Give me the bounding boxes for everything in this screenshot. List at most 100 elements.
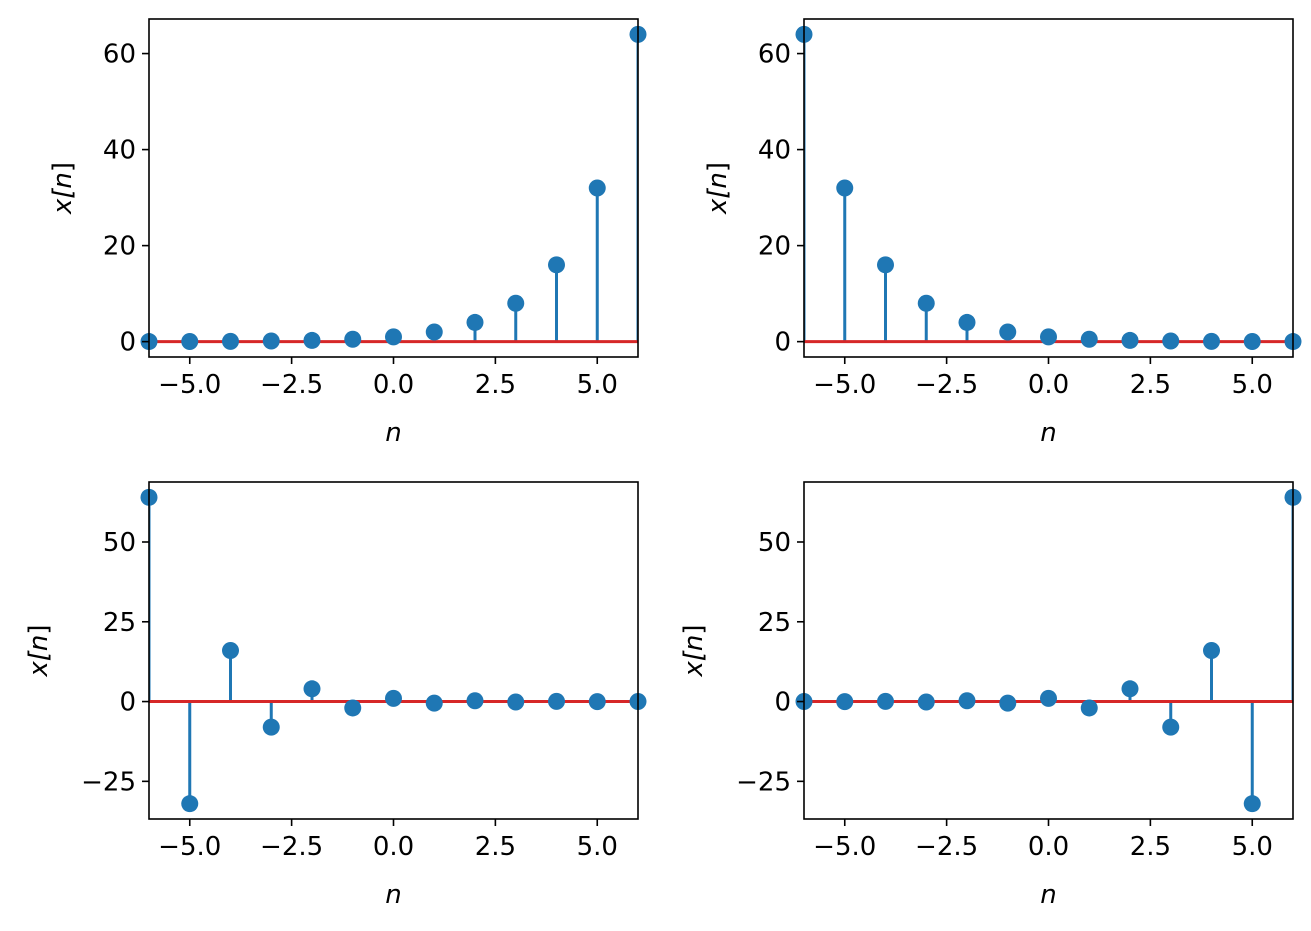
stem-marker	[466, 692, 484, 710]
stem-marker	[1040, 328, 1057, 346]
x-tick-label: −5.0	[813, 832, 876, 862]
stem-marker	[1162, 718, 1180, 736]
stem-marker	[1040, 689, 1057, 707]
y-tick-label: 0	[774, 328, 791, 358]
y-tick-label: 25	[758, 608, 791, 638]
y-tick-label: −25	[81, 767, 136, 797]
y-axis-label: x[n]	[48, 162, 78, 215]
x-tick-label: 0.0	[1028, 832, 1069, 862]
y-axis-label-pre: x[	[703, 188, 733, 215]
stem-marker	[262, 332, 280, 350]
x-axis-label: n	[1040, 418, 1056, 448]
stem-marker	[303, 680, 321, 698]
y-tick-label: 50	[103, 528, 136, 558]
x-tick-label: 5.0	[1232, 370, 1273, 400]
stem-marker	[385, 328, 402, 346]
y-tick-label: 60	[103, 40, 136, 70]
stem-marker	[1162, 332, 1180, 350]
y-tick-label: 40	[758, 136, 791, 166]
stem-marker	[344, 699, 362, 717]
y-axis-label-var: n	[48, 172, 78, 188]
stem-marker	[1080, 330, 1098, 348]
x-axis-label: n	[385, 880, 401, 910]
stem-marker	[917, 294, 935, 312]
y-axis-label-pre: x[	[48, 188, 78, 215]
stem-marker	[507, 294, 525, 312]
stem-marker	[303, 331, 321, 349]
stem-marker	[1121, 331, 1139, 349]
y-axis-label-pre: x[	[679, 650, 709, 677]
stem-marker	[425, 694, 443, 712]
x-tick-label: −2.5	[260, 370, 323, 400]
y-axis-label-post: ]	[679, 624, 709, 634]
x-tick-label: 0.0	[1028, 370, 1069, 400]
stem-marker	[1080, 699, 1098, 717]
stem-marker	[344, 330, 362, 348]
stem-marker	[548, 256, 565, 274]
stem-marker	[877, 256, 894, 274]
y-tick-label: 50	[758, 528, 791, 558]
y-tick-label: 0	[119, 688, 136, 718]
stem-marker	[1243, 795, 1261, 813]
stem-marker	[836, 179, 854, 197]
y-axis-label-var: n	[679, 635, 709, 651]
y-axis-label-var: n	[24, 635, 54, 651]
y-axis-label-var: n	[703, 172, 733, 188]
x-tick-label: 5.0	[1232, 832, 1273, 862]
stem-marker	[222, 642, 239, 659]
stem-marker	[917, 693, 935, 711]
stem-marker	[262, 718, 280, 736]
stem-marker	[958, 692, 976, 710]
stem-marker	[548, 692, 565, 710]
y-axis-label: x[n]	[703, 162, 733, 215]
y-tick-label: 20	[758, 232, 791, 262]
x-tick-label: −5.0	[813, 370, 876, 400]
x-axis-label: n	[385, 418, 401, 448]
y-tick-label: 20	[103, 232, 136, 262]
stem-marker	[999, 323, 1017, 341]
y-tick-label: 0	[119, 328, 136, 358]
x-tick-label: 0.0	[373, 370, 414, 400]
stem-marker	[507, 693, 525, 711]
stem-marker	[1203, 332, 1220, 350]
stem-marker	[588, 179, 606, 197]
stem-marker	[425, 323, 443, 341]
y-tick-label: −25	[736, 767, 791, 797]
y-tick-label: 25	[103, 608, 136, 638]
stem-marker	[877, 692, 894, 710]
x-tick-label: −2.5	[260, 832, 323, 862]
stem-marker	[1243, 332, 1261, 350]
x-tick-label: 2.5	[1130, 370, 1171, 400]
y-axis-label-post: ]	[24, 624, 54, 634]
stem-marker	[222, 332, 239, 350]
x-tick-label: 5.0	[577, 370, 618, 400]
y-axis-label-post: ]	[703, 162, 733, 172]
stem-marker	[385, 689, 402, 707]
x-axis-label: n	[1040, 880, 1056, 910]
stem-marker	[588, 693, 606, 711]
x-tick-label: −5.0	[158, 370, 221, 400]
y-axis-label: x[n]	[679, 624, 709, 677]
stem-marker	[836, 693, 854, 711]
x-tick-label: 0.0	[373, 832, 414, 862]
x-tick-label: 5.0	[577, 832, 618, 862]
y-tick-label: 0	[774, 688, 791, 718]
stem-marker	[1121, 680, 1139, 698]
stem-marker	[958, 313, 976, 331]
x-tick-label: 2.5	[475, 832, 516, 862]
stem-marker	[181, 795, 199, 813]
x-tick-label: −2.5	[915, 832, 978, 862]
stem-marker	[466, 313, 484, 331]
y-tick-label: 40	[103, 136, 136, 166]
stem-marker	[999, 694, 1017, 712]
stem-marker	[1203, 642, 1220, 659]
y-axis-label-post: ]	[48, 162, 78, 172]
x-tick-label: 2.5	[1130, 832, 1171, 862]
stem-marker	[181, 332, 199, 350]
